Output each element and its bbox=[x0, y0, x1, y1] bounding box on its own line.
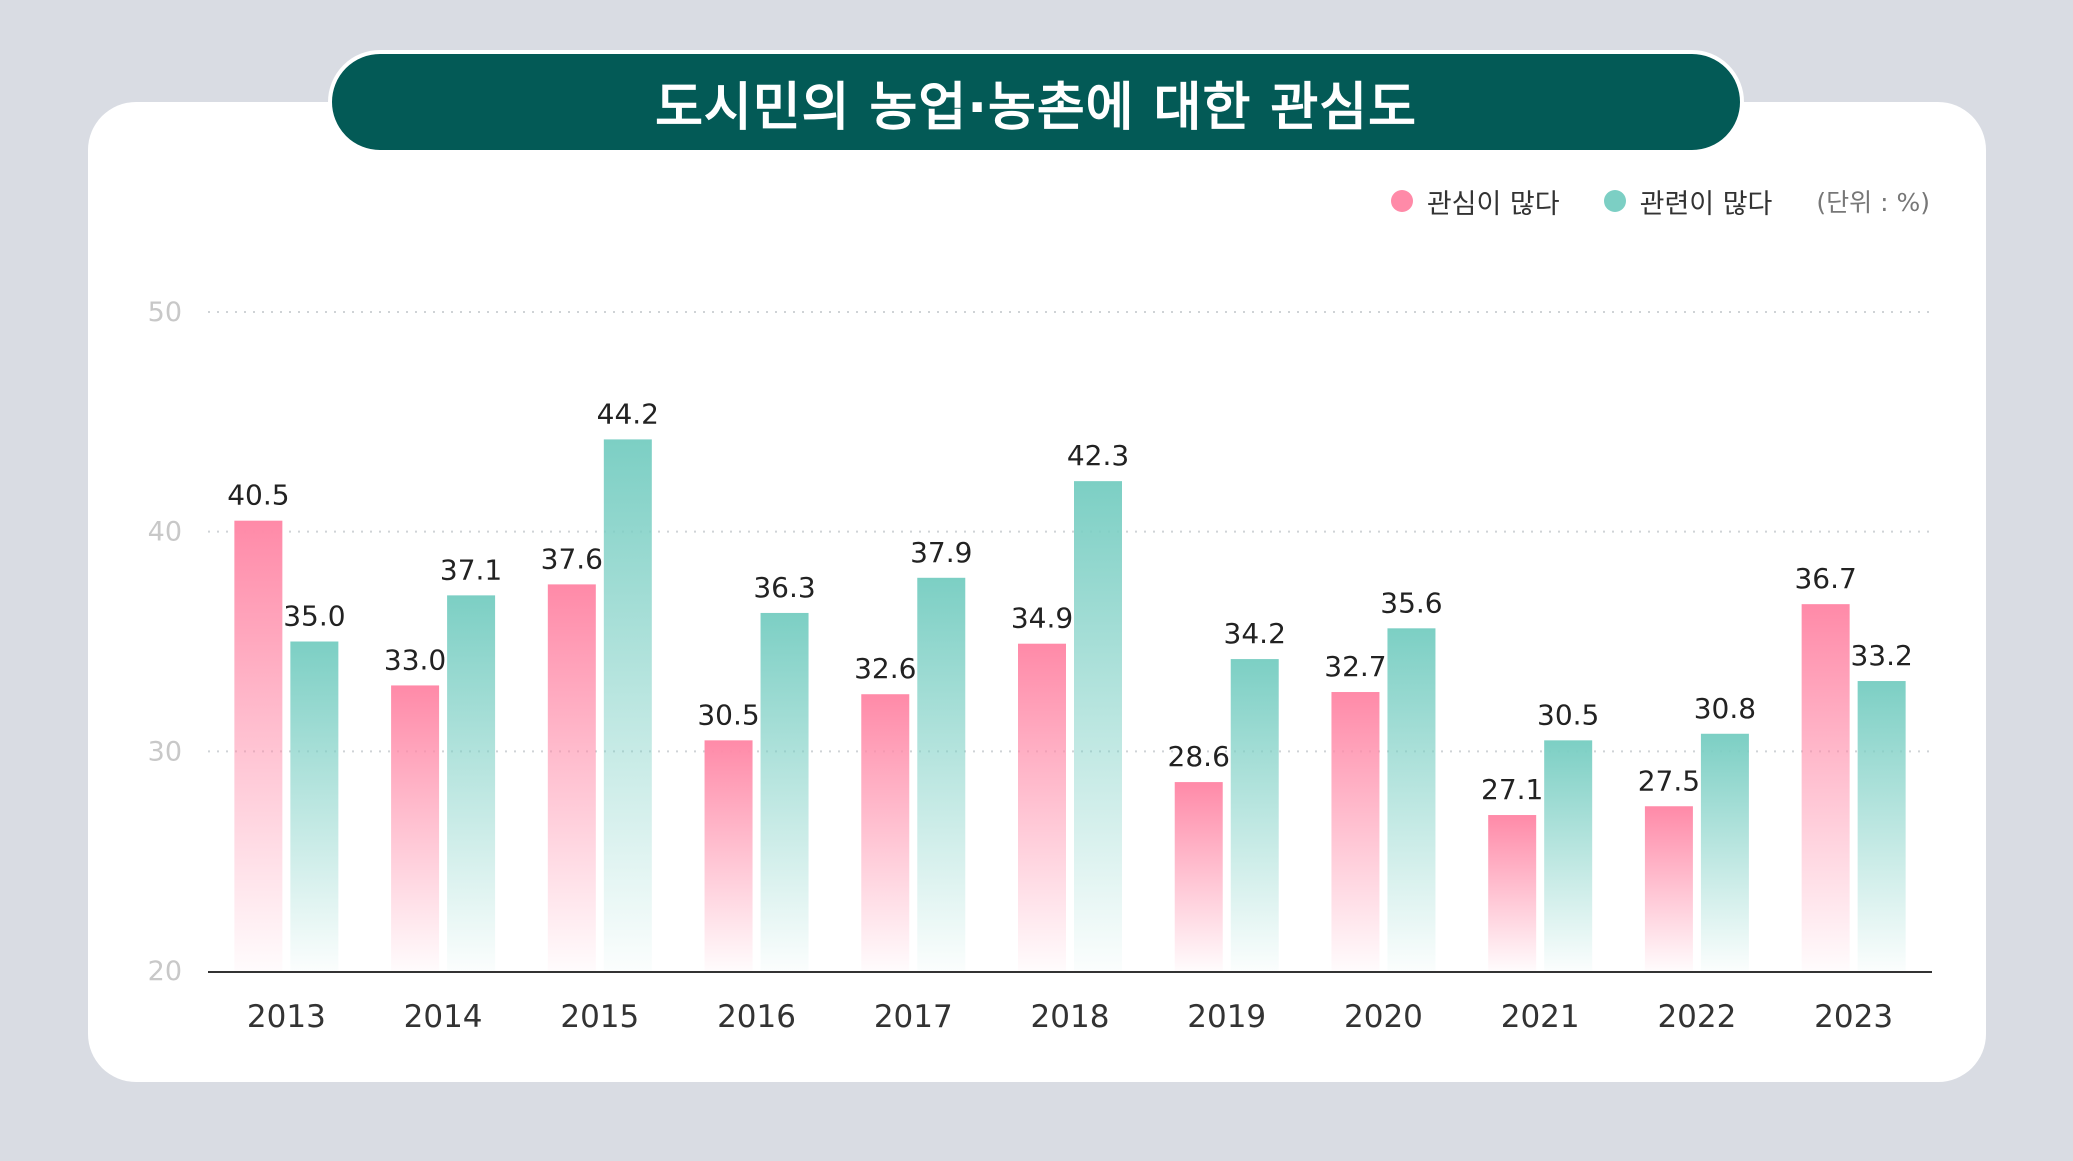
x-tick-label: 2015 bbox=[560, 999, 639, 1035]
bar-interest bbox=[1331, 692, 1380, 971]
data-label: 32.6 bbox=[854, 652, 916, 685]
data-label: 27.1 bbox=[1481, 773, 1543, 806]
legend-item-interest: 관심이 많다 bbox=[1390, 182, 1560, 221]
x-tick-label: 2014 bbox=[404, 999, 483, 1035]
x-tick-label: 2018 bbox=[1031, 999, 1110, 1035]
bar-interest bbox=[391, 685, 440, 971]
data-label: 34.9 bbox=[1011, 602, 1073, 635]
bar-interest bbox=[1174, 782, 1223, 971]
bar-interest bbox=[234, 520, 283, 971]
data-label: 36.7 bbox=[1794, 562, 1856, 595]
data-label: 30.5 bbox=[1537, 698, 1599, 731]
y-tick-label: 50 bbox=[148, 297, 182, 328]
y-tick-label: 20 bbox=[148, 956, 182, 987]
unit-label: (단위 : %) bbox=[1816, 188, 1930, 217]
bar-interest bbox=[1801, 604, 1850, 971]
legend: 관심이 많다 관련이 많다 (단위 : %) bbox=[1360, 178, 1930, 224]
x-tick-label: 2013 bbox=[247, 999, 326, 1035]
data-label: 36.3 bbox=[753, 571, 815, 604]
bar-interest bbox=[704, 740, 753, 971]
data-label: 28.6 bbox=[1168, 740, 1230, 773]
chart-title: 도시민의 농업·농촌에 대한 관심도 bbox=[328, 50, 1744, 154]
bar-related bbox=[1700, 733, 1749, 971]
x-tick-label: 2016 bbox=[717, 999, 796, 1035]
x-tick-label: 2019 bbox=[1187, 999, 1266, 1035]
bar-interest bbox=[861, 694, 910, 971]
data-label: 44.2 bbox=[597, 397, 659, 430]
x-tick-label: 2022 bbox=[1657, 999, 1736, 1035]
data-label: 42.3 bbox=[1067, 439, 1129, 472]
data-label: 37.6 bbox=[541, 542, 603, 575]
x-tick-label: 2017 bbox=[874, 999, 953, 1035]
legend-item-related: 관련이 많다 bbox=[1603, 182, 1773, 221]
x-tick-label: 2020 bbox=[1344, 999, 1423, 1035]
y-tick-label: 40 bbox=[148, 517, 182, 548]
bar-related bbox=[1387, 628, 1436, 971]
x-tick-label: 2021 bbox=[1501, 999, 1580, 1035]
bar-related bbox=[1857, 681, 1906, 971]
bar-interest bbox=[1644, 806, 1693, 971]
bar-related bbox=[760, 612, 809, 971]
data-label: 37.9 bbox=[910, 536, 972, 569]
x-tick-label: 2023 bbox=[1814, 999, 1893, 1035]
legend-dot-related bbox=[1603, 190, 1626, 212]
bar-interest bbox=[1018, 643, 1066, 971]
bar-related bbox=[917, 577, 966, 971]
bar-interest bbox=[1488, 815, 1537, 971]
bar-related bbox=[1074, 481, 1122, 971]
legend-label-interest: 관심이 많다 bbox=[1426, 188, 1560, 220]
y-tick-label: 30 bbox=[148, 736, 182, 767]
bar-interest bbox=[547, 584, 596, 971]
bar-related bbox=[1230, 659, 1279, 971]
legend-label-related: 관련이 많다 bbox=[1639, 188, 1773, 220]
data-label: 35.0 bbox=[283, 600, 345, 633]
data-label: 30.8 bbox=[1694, 692, 1756, 725]
data-label: 34.2 bbox=[1224, 617, 1286, 650]
data-label: 40.5 bbox=[227, 479, 289, 512]
bar-related bbox=[603, 439, 652, 971]
bar-related bbox=[1544, 740, 1593, 971]
data-label: 35.6 bbox=[1380, 586, 1442, 619]
bar-related bbox=[290, 641, 339, 971]
data-label: 33.2 bbox=[1850, 639, 1912, 672]
data-label: 27.5 bbox=[1638, 764, 1700, 797]
legend-dot-interest bbox=[1390, 190, 1413, 212]
data-label: 33.0 bbox=[384, 643, 446, 676]
data-label: 30.5 bbox=[697, 698, 759, 731]
bar-related bbox=[447, 595, 496, 971]
data-label: 37.1 bbox=[440, 553, 502, 586]
data-label: 32.7 bbox=[1324, 650, 1386, 683]
